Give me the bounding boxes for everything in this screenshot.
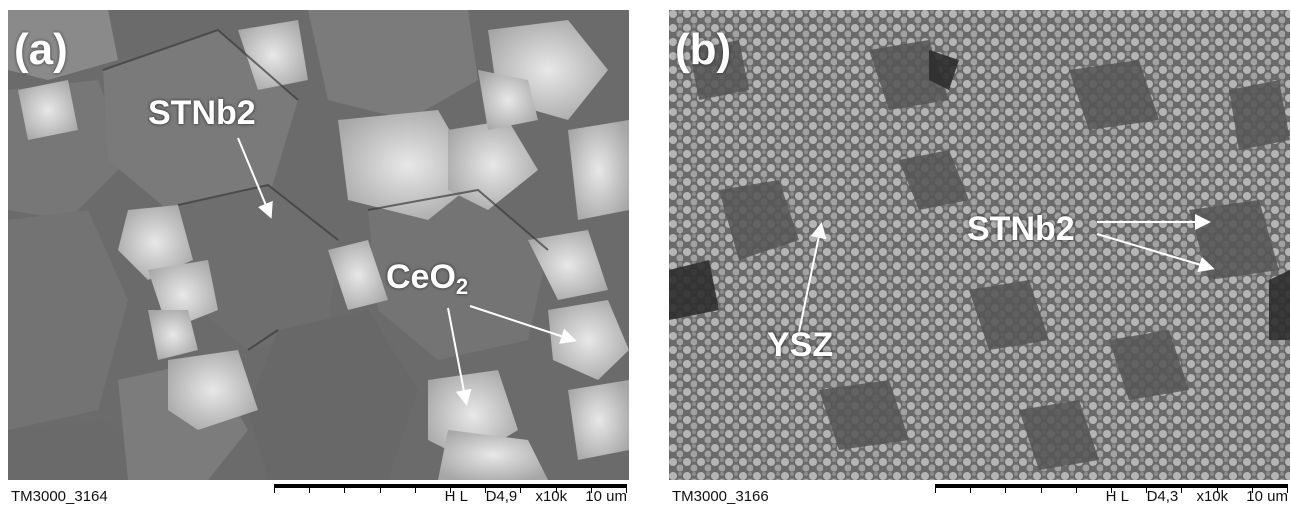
scale-text: 10 um — [585, 488, 627, 505]
scale-info: H L D4,9 x10k 10 um — [431, 488, 627, 505]
scalebar-a: TM3000_3164 H L D4,9 x10k 10 um — [8, 484, 629, 506]
sem-micrograph-b — [669, 10, 1290, 480]
arrow-ysz — [798, 222, 827, 333]
arrow-ceo2-1 — [447, 307, 472, 406]
label-ysz: YSZ — [767, 326, 834, 364]
scale-ticks — [274, 488, 627, 493]
sem-image-a: (a) STNb2 CeO2 — [8, 10, 629, 480]
sem-micrograph-a — [8, 10, 629, 480]
mode-text: H L — [444, 488, 468, 505]
arrow-stnb2-b-2 — [1096, 233, 1215, 273]
scale-line — [935, 484, 1288, 488]
label-ceo2: CeO2 — [386, 258, 469, 299]
panel-letter-a: (a) — [14, 25, 68, 74]
magnification-text: x10k — [535, 488, 568, 505]
scale-info: H L D4,3 x10k 10 um — [1092, 488, 1288, 505]
image-id: TM3000_3166 — [672, 488, 769, 505]
scalebar-b: TM3000_3166 H L D4,3 x10k 10 um — [669, 484, 1290, 506]
sem-image-b: (b) YSZ STNb2 — [669, 10, 1290, 480]
label-stnb2-b: STNb2 — [967, 210, 1075, 248]
scale-line — [274, 484, 627, 488]
arrow-ceo2-2 — [469, 305, 577, 344]
detector-text: D4,3 — [1146, 488, 1179, 505]
image-id: TM3000_3164 — [11, 488, 108, 505]
magnification-text: x10k — [1196, 488, 1229, 505]
panel-letter-b: (b) — [675, 25, 732, 74]
scale-ticks — [935, 488, 1288, 493]
detector-text: D4,9 — [485, 488, 518, 505]
label-stnb2-a: STNb2 — [148, 94, 256, 132]
mode-text: H L — [1105, 488, 1129, 505]
scale-text: 10 um — [1246, 488, 1288, 505]
arrow-stnb2-a — [237, 137, 273, 219]
